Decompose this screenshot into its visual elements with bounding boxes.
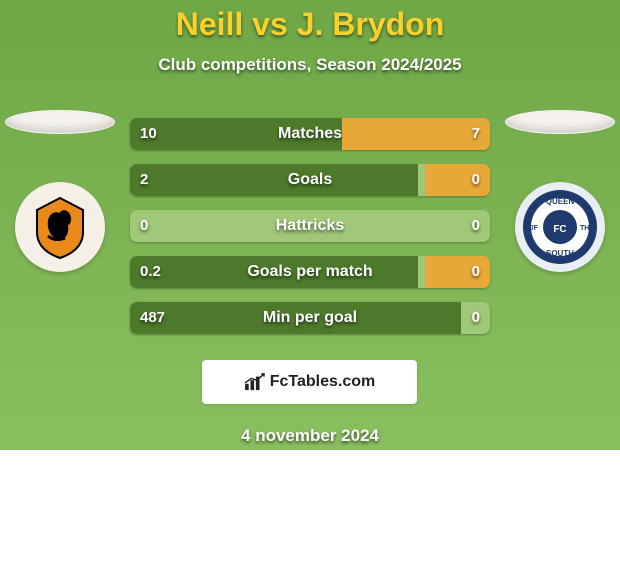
brand-box[interactable]: FcTables.com [202, 360, 417, 404]
player-left-name-badge [5, 110, 115, 134]
subtitle: Club competitions, Season 2024/2025 [0, 55, 620, 75]
svg-text:THE: THE [580, 225, 594, 232]
svg-text:OF: OF [528, 225, 538, 232]
club-crest-left-icon [25, 192, 95, 262]
player-right-column: QUEEN SOUTH OF THE FC [500, 110, 620, 272]
stat-bar: 107Matches [130, 118, 490, 150]
stat-label: Hattricks [130, 210, 490, 242]
svg-text:FC: FC [553, 224, 566, 235]
player-left-column [0, 110, 120, 272]
club-badge-right: QUEEN SOUTH OF THE FC [515, 182, 605, 272]
stat-label: Goals [130, 164, 490, 196]
brand-text: FcTables.com [270, 373, 376, 391]
stat-bar: 00Hattricks [130, 210, 490, 242]
stat-label: Matches [130, 118, 490, 150]
main-area: Neill vs J. Brydon Club competitions, Se… [0, 0, 620, 450]
player-right-name-badge [505, 110, 615, 134]
club-crest-right-icon: QUEEN SOUTH OF THE FC [521, 188, 599, 266]
stat-bar: 20Goals [130, 164, 490, 196]
date-text: 4 november 2024 [0, 426, 620, 446]
stats-bars: 107Matches 20Goals 00Hattricks 0.20Goals pe… [130, 118, 490, 348]
svg-text:QUEEN: QUEEN [546, 197, 575, 206]
club-badge-left [15, 182, 105, 272]
svg-text:SOUTH: SOUTH [546, 249, 574, 258]
page-title: Neill vs J. Brydon [0, 0, 620, 43]
stat-label: Min per goal [130, 302, 490, 334]
stat-bar: 4870Min per goal [130, 302, 490, 334]
stat-label: Goals per match [130, 256, 490, 288]
stat-bar: 0.20Goals per match [130, 256, 490, 288]
chart-icon [244, 373, 266, 391]
